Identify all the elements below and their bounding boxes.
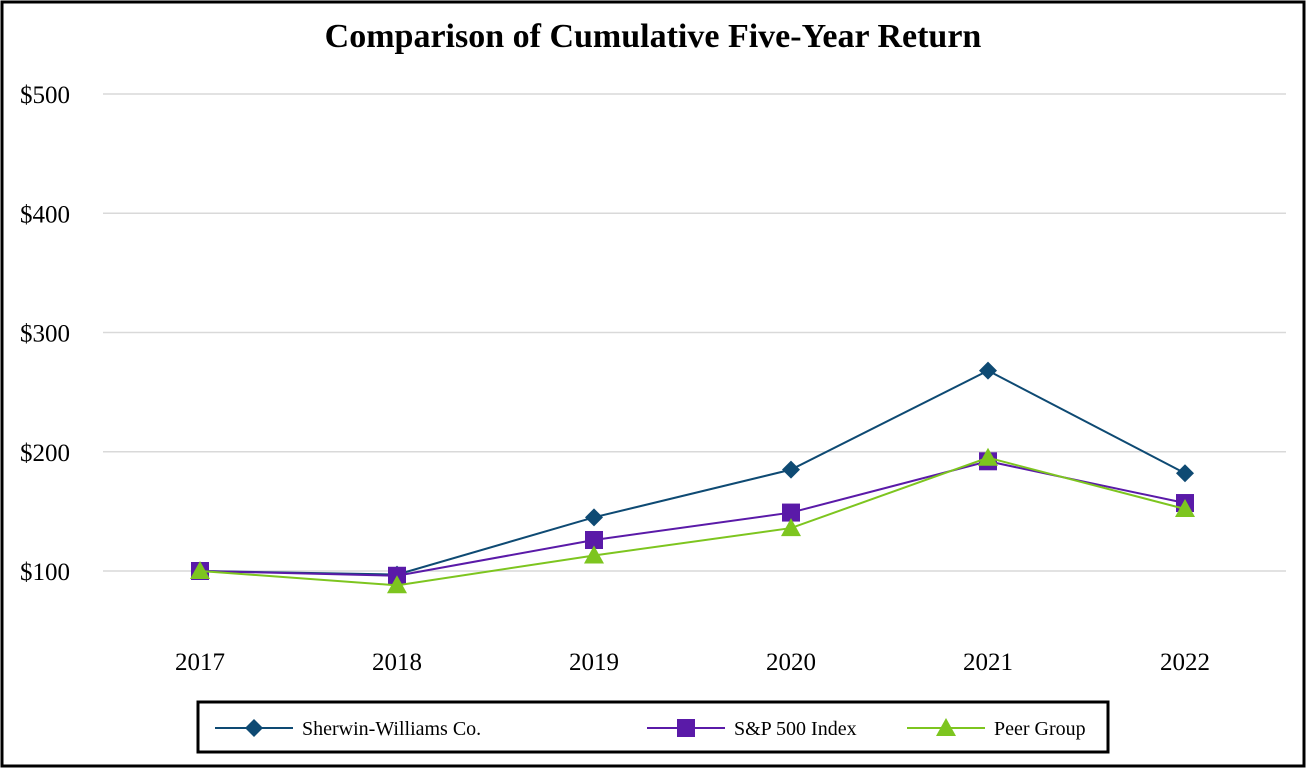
y-tick-label: $100 xyxy=(20,559,70,586)
chart-title: Comparison of Cumulative Five-Year Retur… xyxy=(325,18,982,55)
y-tick-label: $500 xyxy=(20,82,70,109)
legend-marker xyxy=(677,719,695,737)
data-point xyxy=(585,530,603,549)
y-tick-label: $400 xyxy=(20,201,70,228)
data-point xyxy=(190,561,210,579)
series-layer xyxy=(190,361,1195,594)
data-point xyxy=(584,545,604,564)
series-3 xyxy=(190,447,1195,594)
series-line xyxy=(199,456,1186,587)
x-tick-label: 2017 xyxy=(175,649,225,676)
legend-item: Peer Group xyxy=(907,718,1086,740)
legend-label: Peer Group xyxy=(994,718,1086,740)
data-point xyxy=(1175,498,1195,517)
data-point xyxy=(1176,464,1194,483)
y-axis-tick-labels: $100 $200 $300 $400 $500 xyxy=(20,82,70,586)
data-point xyxy=(979,361,997,380)
data-point xyxy=(782,503,800,522)
legend: Sherwin-Williams Co. S&P 500 Index Peer Gr… xyxy=(196,700,1110,754)
data-point xyxy=(781,518,801,537)
x-tick-label: 2021 xyxy=(963,649,1013,676)
data-point xyxy=(978,447,998,466)
x-tick-label: 2020 xyxy=(766,649,816,676)
legend-items: Sherwin-Williams Co. S&P 500 Index Peer Gr… xyxy=(215,718,1086,740)
legend-label: Sherwin-Williams Co. xyxy=(302,718,481,740)
legend-label: S&P 500 Index xyxy=(734,718,857,740)
y-tick-label: $300 xyxy=(20,321,70,348)
y-tick-label: $200 xyxy=(20,440,70,467)
legend-marker xyxy=(245,719,263,737)
x-tick-label: 2022 xyxy=(1160,649,1210,676)
legend-item: S&P 500 Index xyxy=(647,718,857,740)
data-point xyxy=(585,508,603,527)
x-axis-tick-labels: 2017 2018 2019 2020 2021 2022 xyxy=(175,649,1210,676)
x-tick-label: 2019 xyxy=(569,649,619,676)
x-tick-label: 2018 xyxy=(372,649,422,676)
data-point xyxy=(387,575,407,594)
data-point xyxy=(782,460,800,479)
gridlines xyxy=(103,93,1286,572)
series-line xyxy=(199,460,1186,577)
legend-item: Sherwin-Williams Co. xyxy=(215,718,481,740)
legend-marker xyxy=(936,718,956,736)
